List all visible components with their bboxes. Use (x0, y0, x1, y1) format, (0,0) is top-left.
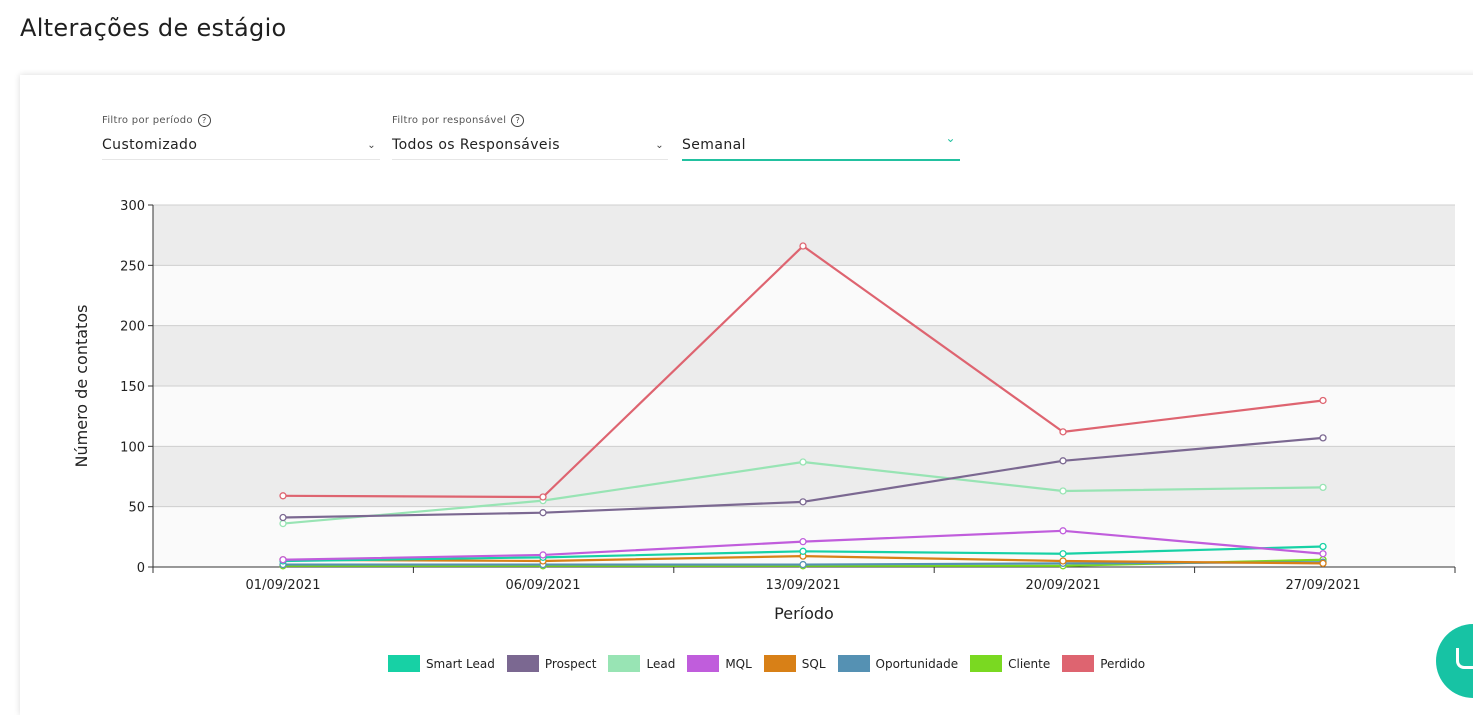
legend-item[interactable]: SQL (763, 655, 826, 672)
data-point (1059, 428, 1067, 436)
responsible-filter-label: Filtro por responsável (392, 114, 507, 126)
data-point (1059, 550, 1067, 558)
data-point (799, 458, 807, 466)
y-tick-label: 200 (120, 320, 145, 335)
y-axis-label: Número de contatos (72, 305, 91, 468)
legend-swatch (763, 655, 796, 672)
legend-swatch (837, 655, 870, 672)
chevron-down-icon: ⌄ (367, 139, 376, 151)
legend-label: MQL (725, 656, 752, 671)
y-tick-label: 300 (120, 199, 145, 214)
data-point (1319, 396, 1327, 405)
y-tick-label: 100 (120, 440, 145, 455)
data-point (1319, 434, 1327, 442)
legend-item[interactable]: Perdido (1062, 655, 1145, 672)
data-point (279, 513, 287, 522)
period-filter: Filtro por período ? Customizado ⌄ (102, 113, 380, 160)
x-tick-label: 20/09/2021 (1026, 578, 1101, 593)
data-point (539, 551, 547, 559)
legend-swatch (506, 655, 539, 672)
x-tick-label: 27/09/2021 (1286, 578, 1361, 593)
data-point (279, 556, 287, 564)
data-point (799, 538, 807, 546)
legend-label: Lead (646, 656, 676, 671)
legend-label: SQL (801, 656, 826, 671)
data-point (539, 509, 547, 517)
responsible-filter: Filtro por responsável ? Todos os Respon… (392, 113, 668, 160)
legend-swatch (387, 655, 420, 672)
grid-band (153, 265, 1455, 326)
data-point (799, 547, 807, 555)
responsible-select-value: Todos os Responsáveis (392, 137, 560, 153)
page-title: Alterações de estágio (20, 14, 287, 42)
x-tick-label: 13/09/2021 (766, 578, 841, 593)
period-select-value: Customizado (102, 137, 198, 153)
legend-label: Prospect (544, 656, 597, 671)
legend-swatch (1062, 655, 1095, 672)
legend-item[interactable]: Smart Lead (387, 655, 495, 672)
y-tick-label: 150 (120, 380, 145, 395)
legend-swatch (970, 655, 1003, 672)
x-tick-label: 01/09/2021 (246, 578, 321, 593)
chevron-down-icon: ⌄ (655, 139, 664, 151)
legend-item[interactable]: Oportunidade (837, 655, 959, 672)
legend-label: Oportunidade (875, 656, 959, 671)
grid-band (153, 325, 1455, 386)
y-tick-label: 250 (120, 259, 145, 274)
data-point (539, 493, 547, 501)
legend-swatch (608, 655, 641, 672)
data-point (1059, 457, 1067, 465)
granularity-filter: Semanal ⌄ (682, 113, 960, 161)
data-point (279, 519, 287, 528)
legend-item[interactable]: Lead (608, 655, 675, 672)
legend-item[interactable]: Cliente (970, 655, 1050, 672)
help-icon[interactable]: ? (197, 113, 211, 127)
grid-band (153, 446, 1455, 507)
granularity-select[interactable]: Semanal ⌄ (682, 131, 960, 161)
data-point (1319, 542, 1327, 551)
data-point (799, 498, 807, 506)
legend-item[interactable]: MQL (687, 655, 752, 672)
legend-label: Perdido (1100, 656, 1146, 671)
chevron-down-icon: ⌄ (945, 131, 956, 145)
data-point (1059, 527, 1067, 535)
data-point (799, 560, 807, 569)
legend-label: Cliente (1008, 656, 1051, 671)
x-tick-label: 06/09/2021 (506, 578, 581, 593)
data-point (1059, 557, 1067, 565)
period-filter-label: Filtro por período (102, 114, 193, 126)
granularity-select-value: Semanal (682, 137, 746, 153)
grid-band (153, 205, 1455, 266)
responsible-select[interactable]: Todos os Responsáveis ⌄ (392, 131, 668, 160)
data-point (799, 242, 807, 250)
legend-swatch (687, 655, 720, 672)
data-point (279, 492, 287, 500)
data-point (1319, 559, 1327, 568)
x-axis-label: Período (774, 604, 834, 623)
help-icon[interactable]: ? (511, 113, 525, 127)
grid-band (153, 386, 1455, 447)
chart-legend: Smart Lead Prospect Lead MQL SQL Oportunidade… (0, 655, 1473, 672)
y-tick-label: 50 (128, 501, 145, 516)
period-select[interactable]: Customizado ⌄ (102, 131, 380, 160)
data-point (1059, 487, 1067, 495)
data-point (1319, 550, 1327, 558)
legend-label: Smart Lead (425, 656, 495, 671)
data-point (1319, 483, 1327, 492)
legend-item[interactable]: Prospect (506, 655, 597, 672)
y-tick-label: 0 (137, 561, 145, 576)
